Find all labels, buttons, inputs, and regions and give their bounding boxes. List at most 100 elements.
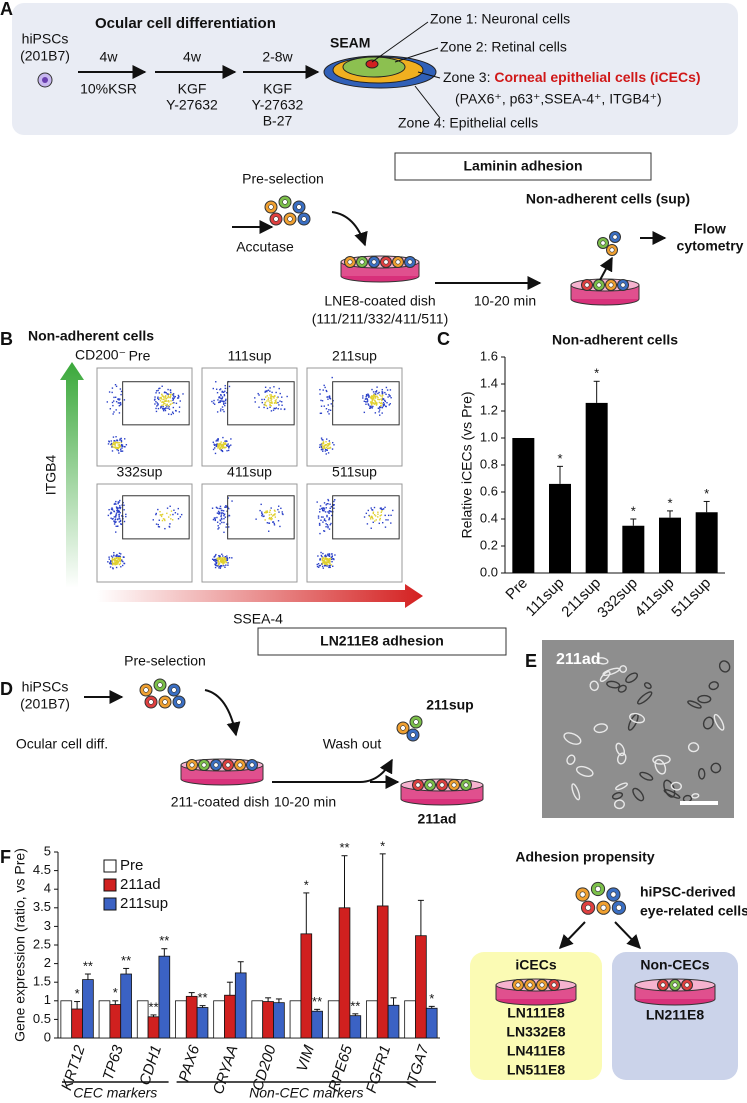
flow-dot	[119, 512, 121, 514]
flow-dot	[113, 516, 116, 518]
flow-dot	[320, 519, 322, 521]
flow-dot	[165, 399, 167, 401]
flow-dot	[333, 444, 335, 446]
micrograph-cell	[593, 723, 608, 734]
flow-dot	[119, 555, 121, 558]
flow-dot	[270, 410, 273, 412]
flow-dot	[329, 443, 331, 446]
flow-dot	[175, 410, 177, 412]
flow-dot	[374, 397, 377, 399]
flow-dot	[117, 449, 120, 452]
flow-dot	[329, 564, 331, 567]
dish-label: LNE8-coated dish	[324, 293, 435, 309]
cell-nucleus	[415, 782, 421, 788]
flow-dot	[381, 388, 383, 391]
flow-dot	[323, 447, 325, 449]
significance: **	[121, 953, 131, 968]
flow-dot	[269, 394, 271, 396]
cell-nucleus	[551, 982, 557, 988]
flow-dot	[379, 519, 381, 521]
flow-dot	[214, 566, 217, 569]
flow-dot	[318, 566, 320, 568]
gate	[227, 381, 295, 426]
flow-dot	[375, 391, 378, 393]
flow-dot	[220, 564, 222, 567]
flow-dot	[319, 505, 322, 507]
flow-dot	[157, 404, 159, 406]
flow-dot	[118, 412, 121, 414]
cell-line: (201B7)	[20, 696, 70, 712]
flow-dot	[220, 400, 222, 403]
flow-dot	[109, 566, 112, 568]
cell-nucleus	[301, 216, 307, 222]
flow-dot	[320, 563, 323, 565]
significance: **	[339, 840, 349, 855]
flow-dot	[161, 393, 163, 396]
flow-dot	[323, 519, 326, 521]
flow-dot	[268, 518, 271, 520]
flow-dot	[167, 407, 169, 409]
flow-dot	[120, 559, 122, 561]
flow-dot	[322, 439, 324, 441]
flow-dot	[159, 407, 162, 409]
flow-dot	[216, 562, 218, 564]
flow-dot	[219, 444, 221, 447]
flow-dot	[219, 388, 222, 390]
flow-dot	[328, 528, 331, 530]
flow-dot	[223, 514, 225, 517]
flow-dot	[377, 398, 379, 401]
flow-dot	[326, 443, 329, 445]
flow-dot	[372, 394, 375, 397]
leader-line	[414, 85, 441, 119]
flow-dot	[269, 387, 271, 389]
flow-dot	[111, 507, 113, 509]
flow-dot	[174, 512, 177, 514]
flow-dot	[322, 556, 324, 558]
bar	[98, 1000, 111, 1039]
flow-dot	[177, 507, 180, 510]
flow-dot	[320, 437, 323, 439]
flow-dot	[321, 400, 324, 402]
flow-dot	[123, 399, 126, 401]
flow-dot	[327, 452, 330, 454]
flow-dot	[368, 515, 371, 518]
flow-dot	[374, 396, 376, 398]
flow-dot	[324, 511, 327, 513]
flow-dot	[119, 401, 122, 404]
y-tick-label: 1.0	[480, 429, 498, 444]
y-tick-label: 0.0	[480, 564, 498, 579]
flow-dot	[213, 555, 216, 558]
flow-dot	[328, 564, 330, 567]
flow-dot	[374, 520, 376, 522]
flow-dot	[116, 439, 119, 442]
flow-dot	[119, 499, 121, 502]
bar	[196, 1007, 209, 1039]
significance: *	[594, 366, 599, 381]
significance: *	[113, 985, 118, 1000]
y-tick-label: 0	[44, 1029, 51, 1044]
flow-dot	[328, 554, 331, 556]
flow-dot	[119, 505, 121, 507]
flow-dot	[329, 560, 331, 563]
significance: **	[159, 933, 169, 948]
cell-nucleus	[148, 699, 154, 705]
flow-dot	[157, 523, 159, 526]
cell-line: hiPSCs	[22, 679, 69, 695]
flow-dot	[332, 565, 334, 567]
flow-dot	[224, 447, 226, 449]
flow-dot	[224, 390, 226, 392]
flow-dot	[155, 390, 158, 392]
legend-swatch	[103, 878, 117, 892]
flow-dot	[117, 442, 120, 444]
flow-dot	[321, 559, 323, 562]
flow-dot	[114, 562, 117, 564]
flow-dot	[162, 401, 164, 403]
flow-dot	[372, 402, 375, 404]
flow-dot	[118, 563, 121, 566]
flow-dot	[262, 515, 264, 518]
flow-dot	[117, 562, 119, 564]
flow-dot	[328, 555, 331, 557]
flow-dot	[118, 557, 121, 559]
flow-dot	[115, 500, 117, 503]
cell-nucleus	[268, 204, 274, 210]
